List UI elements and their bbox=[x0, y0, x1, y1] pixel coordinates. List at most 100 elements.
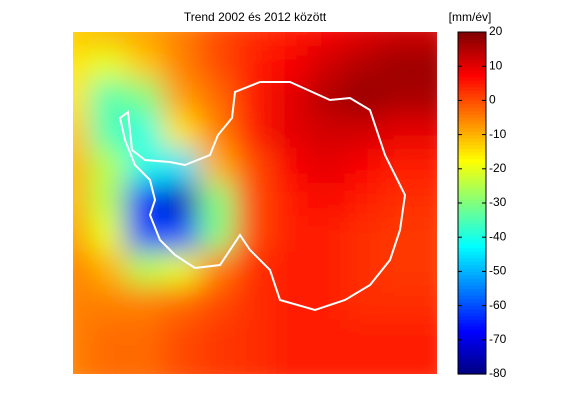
colorbar-step bbox=[458, 83, 486, 88]
colorbar-step bbox=[458, 247, 486, 252]
colorbar-step bbox=[458, 35, 486, 40]
colorbar-tick-label: -70 bbox=[489, 332, 507, 346]
colorbar-step bbox=[458, 185, 486, 190]
colorbar bbox=[458, 31, 486, 375]
colorbar-step bbox=[458, 199, 486, 204]
colorbar-step bbox=[458, 261, 486, 266]
colorbar-step bbox=[458, 151, 486, 156]
colorbar-step bbox=[458, 179, 486, 184]
colorbar-step bbox=[458, 144, 486, 149]
colorbar-step bbox=[458, 339, 486, 344]
colorbar-step bbox=[458, 138, 486, 143]
colorbar-step bbox=[458, 315, 486, 320]
colorbar-step bbox=[458, 182, 486, 187]
colorbar-step bbox=[458, 274, 486, 279]
colorbar-step bbox=[458, 244, 486, 249]
colorbar-step bbox=[458, 161, 486, 166]
colorbar-step bbox=[458, 172, 486, 177]
colorbar-step bbox=[458, 346, 486, 351]
colorbar-step bbox=[458, 134, 486, 139]
colorbar-step bbox=[458, 189, 486, 194]
colorbar-step bbox=[458, 319, 486, 324]
colorbar-step bbox=[458, 363, 486, 368]
colorbar-step bbox=[458, 79, 486, 84]
colorbar-step bbox=[458, 360, 486, 365]
colorbar-step bbox=[458, 90, 486, 95]
colorbar-step bbox=[458, 233, 486, 238]
colorbar-step bbox=[458, 155, 486, 160]
colorbar-step bbox=[458, 329, 486, 334]
colorbar-step bbox=[458, 203, 486, 208]
colorbar-step bbox=[458, 220, 486, 225]
colorbar-tick-label: -20 bbox=[489, 161, 507, 175]
colorbar-step bbox=[458, 148, 486, 153]
colorbar-step bbox=[458, 237, 486, 242]
colorbar-step bbox=[458, 59, 486, 64]
heat-cell bbox=[380, 319, 437, 374]
colorbar-step bbox=[458, 367, 486, 372]
colorbar-step bbox=[458, 332, 486, 337]
colorbar-step bbox=[458, 107, 486, 112]
colorbar-step bbox=[458, 209, 486, 214]
colorbar-step bbox=[458, 285, 486, 290]
colorbar-tick-label: 10 bbox=[489, 58, 503, 72]
colorbar-step bbox=[458, 350, 486, 355]
colorbar-step bbox=[458, 298, 486, 303]
colorbar-frame bbox=[457, 31, 487, 375]
colorbar-step bbox=[458, 312, 486, 317]
colorbar-step bbox=[458, 281, 486, 286]
colorbar-step bbox=[458, 370, 486, 375]
colorbar-tick-label: -80 bbox=[489, 366, 507, 380]
colorbar-step bbox=[458, 302, 486, 307]
colorbar-step bbox=[458, 356, 486, 361]
colorbar-step bbox=[458, 73, 486, 78]
colorbar-step bbox=[458, 52, 486, 57]
colorbar-label: [mm/év] bbox=[449, 10, 492, 24]
colorbar-step bbox=[458, 175, 486, 180]
colorbar-step bbox=[458, 250, 486, 255]
colorbar-step bbox=[458, 295, 486, 300]
colorbar-step bbox=[458, 158, 486, 163]
colorbar-tick-label: -60 bbox=[489, 298, 507, 312]
chart-title: Trend 2002 és 2012 között bbox=[184, 10, 327, 24]
heatmap bbox=[73, 32, 437, 374]
colorbar-tick-label: -50 bbox=[489, 264, 507, 278]
colorbar-step bbox=[458, 110, 486, 115]
colorbar-step bbox=[458, 49, 486, 54]
colorbar-step bbox=[458, 309, 486, 314]
colorbar-step bbox=[458, 206, 486, 211]
colorbar-step bbox=[458, 114, 486, 119]
colorbar-step bbox=[458, 38, 486, 43]
colorbar-step bbox=[458, 322, 486, 327]
colorbar-step bbox=[458, 264, 486, 269]
coastline bbox=[118, 81, 407, 312]
colorbar-step bbox=[458, 96, 486, 101]
colorbar-step bbox=[458, 93, 486, 98]
colorbar-step bbox=[458, 257, 486, 262]
colorbar-step bbox=[458, 100, 486, 105]
colorbar-step bbox=[458, 223, 486, 228]
colorbar-step bbox=[458, 32, 486, 37]
colorbar-step bbox=[458, 124, 486, 129]
colorbar-step bbox=[458, 336, 486, 341]
colorbar-tick-label: 0 bbox=[489, 93, 496, 107]
colorbar-step bbox=[458, 267, 486, 272]
colorbar-tick-label: -40 bbox=[489, 229, 507, 243]
colorbar-step bbox=[458, 326, 486, 331]
colorbar-step bbox=[458, 343, 486, 348]
colorbar-tick-label: 20 bbox=[489, 24, 503, 38]
colorbar-step bbox=[458, 271, 486, 276]
colorbar-step bbox=[458, 127, 486, 132]
colorbar-step bbox=[458, 66, 486, 71]
colorbar-step bbox=[458, 131, 486, 136]
colorbar-tick-label: -30 bbox=[489, 195, 507, 209]
colorbar-step bbox=[458, 103, 486, 108]
colorbar-step bbox=[458, 196, 486, 201]
colorbar-step bbox=[458, 291, 486, 296]
colorbar-step bbox=[458, 86, 486, 91]
colorbar-step bbox=[458, 42, 486, 47]
colorbar-step bbox=[458, 240, 486, 245]
colorbar-step bbox=[458, 141, 486, 146]
colorbar-step bbox=[458, 69, 486, 74]
